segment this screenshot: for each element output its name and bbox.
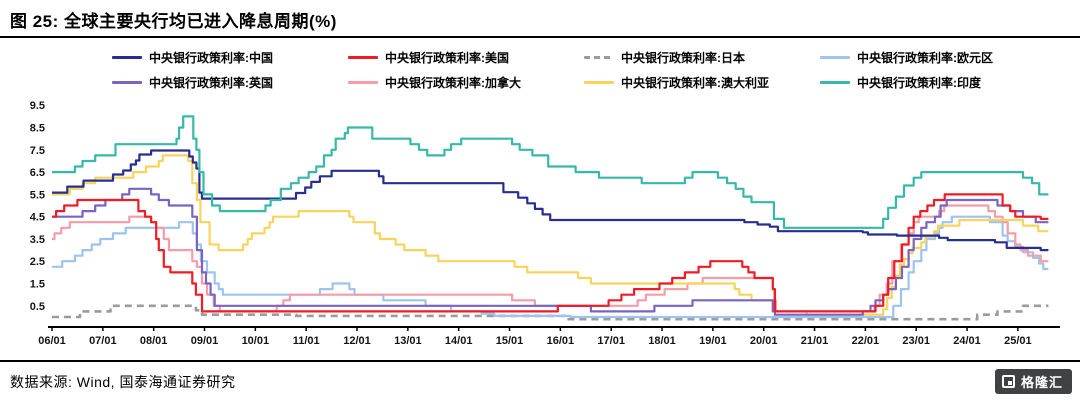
svg-text:06/01: 06/01 [38, 335, 66, 347]
figure-title: 图 25: 全球主要央行均已进入降息周期(%) [10, 12, 337, 31]
svg-text:7.5: 7.5 [30, 145, 45, 157]
svg-text:19/01: 19/01 [699, 335, 727, 347]
legend-swatch-uk [112, 80, 142, 84]
series-lines [52, 115, 1049, 321]
legend-swatch-canada [348, 80, 378, 84]
legend-swatch-eurozone [820, 55, 850, 59]
series-line-canada [52, 204, 1049, 313]
legend-item-canada: 中央银行政策利率:加拿大 [348, 73, 584, 91]
legend-label-eurozone: 中央银行政策利率:欧元区 [857, 50, 993, 65]
svg-text:11/01: 11/01 [293, 335, 320, 347]
legend-swatch-japan [584, 55, 614, 59]
legend-item-uk: 中央银行政策利率:英国 [112, 73, 348, 91]
svg-text:10/01: 10/01 [242, 335, 270, 347]
svg-text:4.5: 4.5 [30, 212, 45, 224]
svg-text:5.5: 5.5 [30, 189, 45, 201]
series-line-uk [52, 187, 1049, 316]
svg-text:14/01: 14/01 [445, 335, 473, 347]
x-axis: 06/01 07/01 08/01 09/01 10/01 11/01 12/01 13/01… [38, 326, 1060, 347]
svg-text:24/01: 24/01 [953, 335, 981, 347]
footer: 数据来源: Wind, 国泰海通证券研究 格隆汇 [0, 362, 1080, 394]
y-axis-tick-labels: 0.5 1.5 2.5 3.5 4.5 5.5 6.5 7.5 8.5 9.5 [30, 100, 45, 313]
policy-rate-chart: 0.5 1.5 2.5 3.5 4.5 5.5 6.5 7.5 8.5 9.5 06/01 07/01… [30, 100, 1060, 347]
svg-text:12/01: 12/01 [343, 335, 371, 347]
legend-item-japan: 中央银行政策利率:日本 [584, 48, 820, 66]
svg-text:07/01: 07/01 [89, 335, 117, 347]
legend-item-australia: 中央银行政策利率:澳大利亚 [584, 73, 820, 91]
title-divider [0, 36, 1080, 38]
legend-item-china: 中央银行政策利率:中国 [112, 48, 348, 66]
svg-text:6.5: 6.5 [30, 167, 45, 179]
legend-item-eurozone: 中央银行政策利率:欧元区 [820, 48, 1056, 66]
series-line-india [52, 115, 1049, 229]
series-line-japan [52, 304, 1049, 321]
footer-divider [0, 360, 1080, 362]
gelonghui-logo: 格隆汇 [994, 369, 1072, 394]
svg-text:08/01: 08/01 [140, 335, 168, 347]
legend-item-us: 中央银行政策利率:美国 [348, 48, 584, 66]
series-line-china [52, 149, 1049, 252]
legend-swatch-australia [584, 80, 614, 84]
svg-text:25/01: 25/01 [1004, 335, 1032, 347]
svg-text:0.5: 0.5 [30, 301, 45, 313]
svg-text:2.5: 2.5 [30, 256, 45, 268]
svg-text:22/01: 22/01 [852, 335, 880, 347]
svg-text:3.5: 3.5 [30, 234, 45, 246]
svg-text:18/01: 18/01 [648, 335, 676, 347]
chart-area: 0.5 1.5 2.5 3.5 4.5 5.5 6.5 7.5 8.5 9.5 06/01 07/01… [10, 95, 1072, 358]
gelonghui-logo-icon [1001, 375, 1015, 388]
svg-text:21/01: 21/01 [801, 335, 829, 347]
svg-text:23/01: 23/01 [902, 335, 930, 347]
series-line-eurozone [52, 215, 1049, 319]
gelonghui-logo-text: 格隆汇 [1020, 375, 1063, 390]
svg-text:13/01: 13/01 [394, 335, 422, 347]
svg-text:16/01: 16/01 [547, 335, 575, 347]
svg-text:20/01: 20/01 [750, 335, 778, 347]
legend-item-india: 中央银行政策利率:印度 [820, 73, 1056, 91]
chart-legend: 中央银行政策利率:中国 中央银行政策利率:美国 中央银行政策利率:日本 中央银行政策利… [112, 48, 1056, 91]
legend-swatch-us [348, 55, 378, 59]
legend-swatch-china [112, 55, 142, 59]
series-line-us [52, 193, 1049, 313]
legend-label-uk: 中央银行政策利率:英国 [149, 75, 273, 90]
legend-label-china: 中央银行政策利率:中国 [149, 50, 273, 65]
legend-label-us: 中央银行政策利率:美国 [385, 50, 509, 65]
legend-label-japan: 中央银行政策利率:日本 [621, 50, 745, 65]
legend-swatch-india [820, 80, 850, 84]
svg-text:9.5: 9.5 [30, 100, 45, 112]
svg-text:15/01: 15/01 [496, 335, 524, 347]
data-source-text: 数据来源: Wind, 国泰海通证券研究 [10, 373, 236, 390]
legend-label-canada: 中央银行政策利率:加拿大 [385, 75, 521, 90]
svg-text:09/01: 09/01 [191, 335, 219, 347]
legend-label-india: 中央银行政策利率:印度 [857, 75, 981, 90]
legend-label-australia: 中央银行政策利率:澳大利亚 [621, 75, 769, 90]
svg-text:1.5: 1.5 [30, 279, 45, 291]
svg-text:8.5: 8.5 [30, 123, 45, 135]
svg-text:17/01: 17/01 [597, 335, 625, 347]
